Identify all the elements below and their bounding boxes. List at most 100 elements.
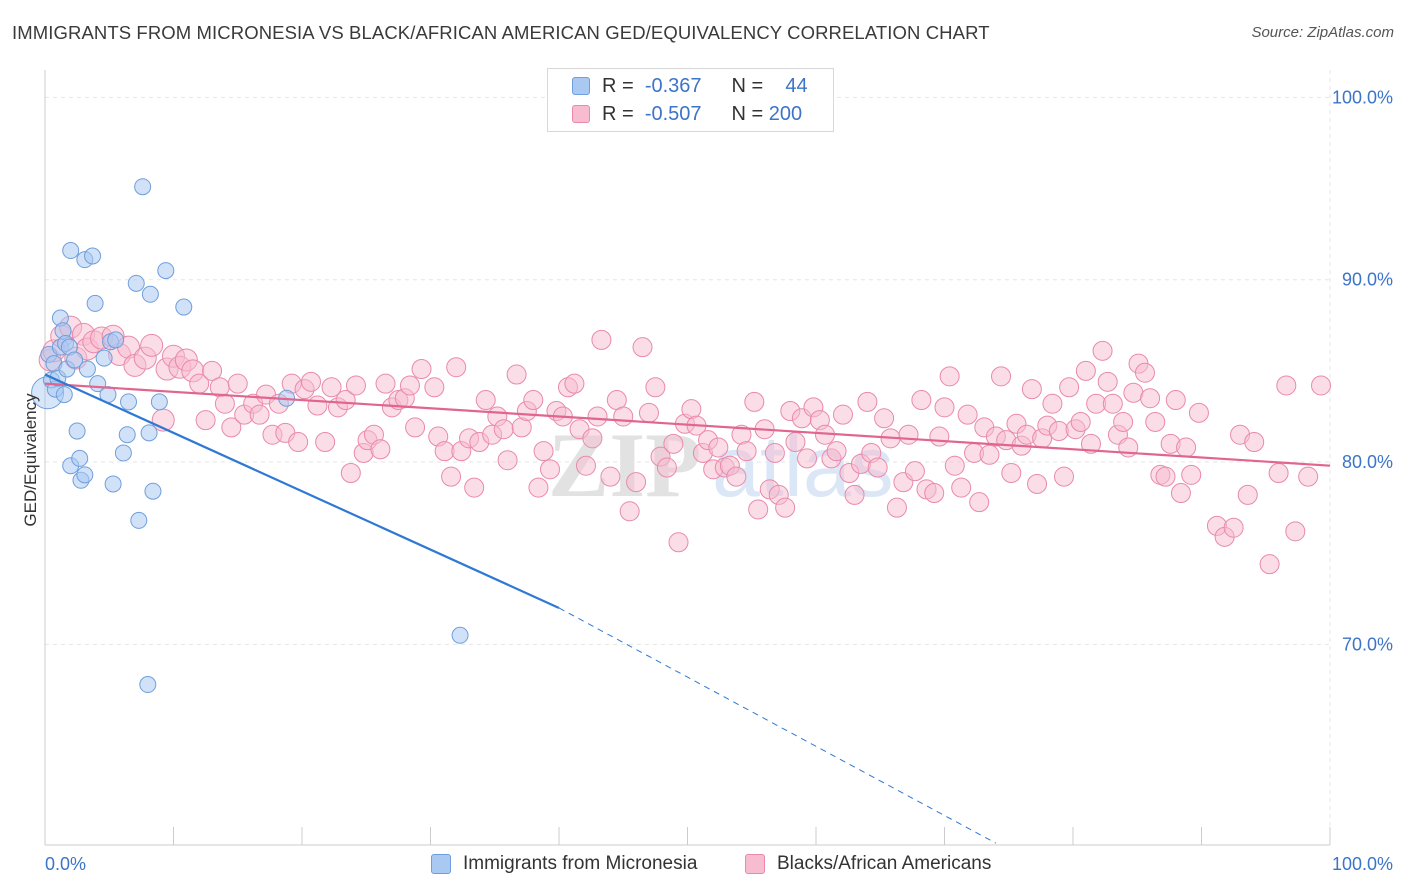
- blue-point: [62, 242, 80, 260]
- pink-point: [195, 410, 216, 431]
- chart-title: IMMIGRANTS FROM MICRONESIA VS BLACK/AFRI…: [12, 22, 990, 43]
- pink-point: [493, 419, 514, 440]
- pink-point: [832, 404, 853, 425]
- y-tick-label: 90.0%: [1342, 270, 1393, 290]
- pink-point: [656, 457, 677, 478]
- legend-n-label: N =: [731, 102, 764, 125]
- blue-point: [451, 626, 469, 644]
- x-tick-label: 0.0%: [45, 854, 86, 874]
- pink-point: [1188, 402, 1209, 423]
- y-tick-label: 100.0%: [1332, 87, 1393, 107]
- legend-row-pink: R = -0.507 N = 200: [572, 102, 802, 126]
- blue-point: [84, 247, 102, 265]
- pink-point: [613, 406, 634, 427]
- pink-point: [540, 459, 561, 480]
- bottom-legend-label-blue: Immigrants from Micronesia: [463, 853, 698, 874]
- legend-r-label: R =: [602, 102, 634, 125]
- pink-point: [523, 390, 544, 411]
- pink-point: [1134, 362, 1155, 383]
- pink-point: [886, 497, 907, 518]
- pink-point: [939, 366, 960, 387]
- pink-trend-line: [44, 382, 1331, 467]
- pink-point: [1285, 521, 1306, 542]
- bottom-legend-item-blue: Immigrants from Micronesia: [431, 851, 697, 877]
- pink-point: [626, 472, 647, 493]
- pink-point: [929, 426, 950, 447]
- legend-swatch-blue: [572, 77, 590, 95]
- blue-point: [141, 285, 159, 303]
- pink-point: [424, 377, 445, 398]
- pink-point: [764, 442, 785, 463]
- y-tick-label: 80.0%: [1342, 452, 1393, 472]
- x-tick-label: 100.0%: [1332, 854, 1393, 874]
- pink-point: [748, 499, 769, 520]
- pink-point: [434, 441, 455, 462]
- pink-point: [335, 390, 356, 411]
- pink-point: [533, 441, 554, 462]
- pink-point: [405, 417, 426, 438]
- legend-swatch-pink: [572, 105, 590, 123]
- pink-point: [934, 397, 955, 418]
- pink-point: [214, 393, 235, 414]
- pink-point: [1001, 463, 1022, 483]
- pink-point: [1165, 390, 1186, 411]
- pink-point: [575, 455, 596, 476]
- pink-point: [249, 404, 270, 425]
- pink-point: [1092, 340, 1113, 361]
- pink-point: [645, 377, 666, 398]
- legend-n-value-pink: 200: [768, 102, 803, 125]
- pink-point: [1054, 466, 1075, 487]
- pink-point: [797, 448, 818, 469]
- legend-row-blue: R = -0.367 N = 44: [572, 74, 808, 98]
- tick-labels: 70.0% 80.0% 90.0% 100.0% 0.0% 100.0%: [45, 87, 1393, 874]
- blue-point: [107, 331, 125, 349]
- pink-point: [708, 437, 729, 458]
- pink-point: [375, 373, 396, 394]
- pink-point: [1276, 375, 1297, 396]
- pink-point: [1042, 393, 1063, 414]
- pink-point: [399, 375, 420, 396]
- blue-series-points: [31, 178, 469, 694]
- pink-point: [587, 406, 608, 427]
- pink-point: [1021, 379, 1042, 400]
- pink-point: [315, 432, 336, 452]
- pink-point: [1298, 466, 1319, 487]
- axes: [44, 70, 1331, 846]
- pink-point: [867, 457, 888, 478]
- pink-point: [307, 395, 328, 416]
- blue-point: [139, 676, 157, 694]
- pink-point: [857, 391, 878, 412]
- pink-point: [668, 532, 689, 553]
- blue-point: [66, 351, 84, 369]
- pink-point: [1113, 411, 1134, 432]
- pink-point: [1311, 375, 1332, 396]
- pink-point: [1102, 393, 1123, 414]
- blue-point: [150, 393, 168, 411]
- pink-point: [1176, 437, 1197, 458]
- blue-point: [175, 298, 193, 316]
- pink-point: [1237, 484, 1258, 505]
- pink-point: [1223, 517, 1244, 538]
- pink-point: [924, 483, 945, 504]
- legend-r-value-pink: -0.507: [644, 102, 702, 125]
- pink-point: [1244, 432, 1265, 452]
- pink-point: [497, 450, 518, 471]
- pink-point: [944, 455, 965, 476]
- bottom-legend-item-pink: Blacks/African Americans: [745, 851, 991, 877]
- pink-point: [826, 441, 847, 462]
- pink-point: [446, 357, 467, 378]
- source-label: Source: ZipAtlas.com: [1251, 24, 1394, 41]
- pink-point: [1048, 421, 1069, 442]
- blue-point: [120, 393, 138, 411]
- blue-point: [134, 178, 152, 196]
- pink-point: [370, 439, 391, 460]
- legend-r-label: R =: [602, 74, 634, 97]
- pink-series-points: [38, 315, 1332, 575]
- pink-point: [140, 333, 164, 357]
- pink-point: [874, 408, 895, 429]
- pink-point: [1140, 388, 1161, 409]
- pink-point: [506, 364, 527, 385]
- legend-n-label: N =: [731, 74, 764, 97]
- legend-r-value-blue: -0.367: [644, 74, 702, 97]
- blue-point: [55, 386, 73, 404]
